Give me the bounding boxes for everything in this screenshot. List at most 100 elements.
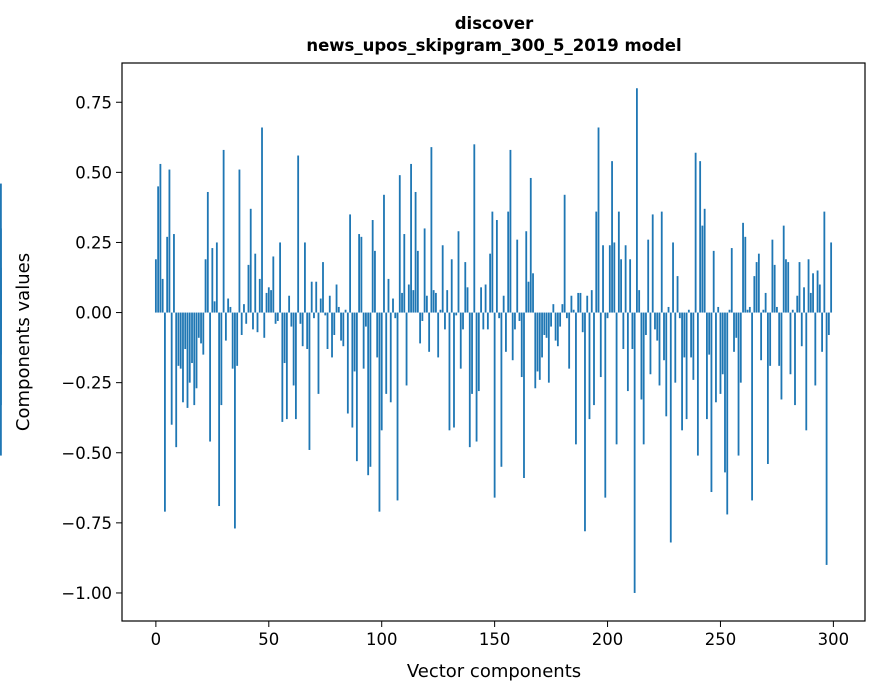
bar-component-83 bbox=[342, 312, 345, 347]
bar-component-226 bbox=[665, 312, 668, 417]
bar-component-184 bbox=[570, 295, 573, 313]
bar-component-88 bbox=[353, 312, 356, 372]
y-tick-label: −1.00 bbox=[61, 584, 112, 603]
bar-component-131 bbox=[450, 259, 453, 313]
bar-component-undefined bbox=[0, 228, 2, 313]
bar-component-84 bbox=[344, 309, 347, 313]
bar-component-202 bbox=[611, 161, 613, 313]
bar-component-173 bbox=[545, 312, 548, 338]
bar-component-279 bbox=[785, 259, 787, 313]
bar-component-203 bbox=[613, 242, 616, 313]
x-axis-label: Vector components bbox=[407, 661, 581, 682]
bar-component-80 bbox=[335, 284, 338, 313]
bar-component-36 bbox=[236, 312, 239, 366]
bar-component-278 bbox=[782, 225, 785, 313]
bar-component-126 bbox=[439, 309, 442, 313]
bar-component-139 bbox=[468, 312, 471, 448]
bar-component-86 bbox=[349, 214, 351, 313]
bar-component-254 bbox=[728, 309, 731, 313]
bar-component-74 bbox=[322, 262, 324, 313]
bar-component-121 bbox=[428, 312, 431, 352]
bar-component-273 bbox=[771, 239, 774, 313]
bar-component-230 bbox=[674, 312, 677, 383]
bar-component-198 bbox=[602, 245, 604, 313]
bar-component-4 bbox=[164, 312, 166, 512]
bar-component-79 bbox=[333, 312, 336, 335]
bar-component-285 bbox=[798, 262, 801, 313]
bar-component-200 bbox=[606, 312, 609, 319]
bar-component-275 bbox=[776, 306, 778, 313]
bar-component-211 bbox=[631, 312, 634, 350]
bar-component-248 bbox=[715, 312, 717, 403]
y-tick-label: 0.50 bbox=[75, 163, 112, 182]
bar-component-266 bbox=[755, 262, 758, 313]
bar-component-20 bbox=[200, 312, 202, 344]
bar-component-207 bbox=[622, 312, 625, 350]
bar-component-195 bbox=[595, 211, 598, 313]
bar-component-239 bbox=[694, 152, 697, 313]
x-tick-label: 250 bbox=[705, 630, 737, 649]
bar-component-167 bbox=[532, 273, 534, 313]
bar-component-27 bbox=[215, 242, 218, 313]
bar-component-55 bbox=[279, 242, 281, 313]
bar-component-61 bbox=[292, 312, 295, 386]
bar-component-242 bbox=[701, 225, 704, 313]
bar-component-153 bbox=[500, 312, 503, 467]
bar-component-205 bbox=[617, 211, 620, 313]
bar-component-17 bbox=[193, 312, 196, 406]
bar-component-22 bbox=[204, 259, 207, 313]
bar-component-292 bbox=[814, 312, 817, 386]
bar-component-29 bbox=[220, 312, 223, 406]
bar-component-123 bbox=[432, 290, 435, 313]
bar-component-92 bbox=[362, 312, 365, 369]
bar-component-67 bbox=[306, 312, 309, 350]
bar-component-190 bbox=[584, 312, 586, 532]
bar-component-257 bbox=[735, 312, 738, 338]
bar-component-280 bbox=[787, 262, 790, 313]
bar-component-277 bbox=[780, 312, 783, 400]
bar-component-189 bbox=[581, 312, 584, 333]
bar-component-40 bbox=[245, 312, 248, 324]
bar-component-118 bbox=[421, 312, 424, 321]
bar-component-10 bbox=[177, 312, 180, 366]
bar-component-78 bbox=[331, 312, 333, 358]
bar-component-56 bbox=[281, 312, 284, 422]
bar-component-85 bbox=[346, 312, 349, 414]
bar-component-259 bbox=[739, 312, 742, 383]
bar-component-191 bbox=[586, 295, 589, 313]
bar-component-149 bbox=[491, 211, 494, 313]
bar-component-91 bbox=[360, 236, 363, 313]
bar-component-185 bbox=[572, 309, 575, 313]
bar-component-146 bbox=[484, 284, 487, 313]
bar-component-171 bbox=[541, 312, 543, 358]
bar-component-37 bbox=[238, 169, 241, 313]
bar-component-168 bbox=[534, 312, 537, 389]
bar-component-14 bbox=[186, 312, 189, 408]
bar-component-47 bbox=[261, 127, 263, 313]
bar-component-32 bbox=[227, 298, 230, 313]
bar-component-262 bbox=[746, 309, 749, 313]
bar-component-186 bbox=[575, 312, 577, 445]
bar-component-76 bbox=[326, 312, 329, 350]
bar-component-120 bbox=[425, 295, 428, 313]
bar-component-227 bbox=[667, 306, 670, 313]
bar-component-52 bbox=[272, 256, 275, 313]
plot-frame bbox=[121, 62, 866, 622]
bar-component-150 bbox=[493, 312, 496, 498]
bar-component-286 bbox=[800, 312, 803, 347]
bar-component-253 bbox=[726, 312, 729, 515]
bar-component-148 bbox=[489, 253, 492, 313]
bar-component-undefined bbox=[0, 312, 2, 406]
bar-component-223 bbox=[658, 312, 661, 386]
bar-component-216 bbox=[642, 312, 645, 445]
bar-component-291 bbox=[812, 273, 814, 313]
bar-component-243 bbox=[703, 208, 706, 313]
bar-component-23 bbox=[206, 191, 209, 313]
bar-component-187 bbox=[577, 292, 580, 313]
bar-component-65 bbox=[301, 312, 304, 347]
bar-component-18 bbox=[195, 312, 198, 389]
x-tick-label: 50 bbox=[258, 630, 279, 649]
bar-component-157 bbox=[509, 149, 512, 313]
bar-component-209 bbox=[626, 312, 629, 392]
bar-component-163 bbox=[523, 312, 525, 478]
